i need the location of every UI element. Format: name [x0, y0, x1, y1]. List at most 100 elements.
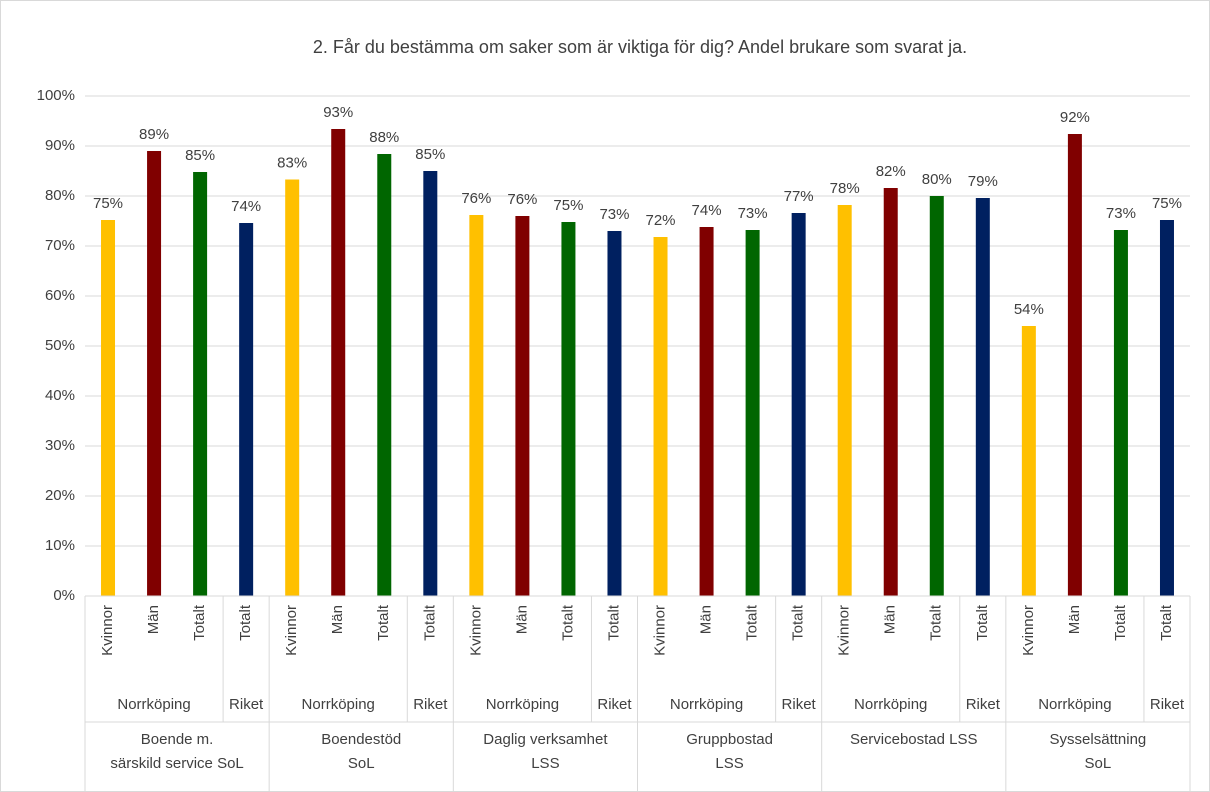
group-label-box: Servicebostad LSS — [849, 731, 978, 748]
y-tick-label: 90% — [45, 137, 75, 154]
bar — [791, 213, 806, 596]
y-tick-label: 10% — [45, 537, 75, 554]
subgroup-label: Riket — [229, 696, 264, 713]
data-label: 75% — [93, 195, 123, 212]
x-tick-label: Män — [882, 605, 899, 634]
group-label: Boende m. särskild service SoL — [110, 731, 244, 772]
data-label: 80% — [922, 171, 952, 188]
x-tick-label: Totalt — [421, 604, 438, 641]
data-label: 78% — [830, 180, 860, 197]
bar — [101, 220, 116, 596]
subgroup-label: Norrköping — [1038, 696, 1111, 713]
subgroup-label: Riket — [966, 696, 1001, 713]
subgroup-label: Riket — [597, 696, 632, 713]
x-tick-label: Kvinnor — [99, 605, 116, 656]
data-label: 72% — [646, 212, 676, 229]
group-label: Sysselsättning SoL — [1049, 731, 1147, 772]
y-tick-label: 40% — [45, 387, 75, 404]
subgroup-label: Norrköping — [302, 696, 375, 713]
x-tick-label: Totalt — [375, 604, 392, 641]
data-label: 77% — [784, 188, 814, 205]
subgroup-label: Norrköping — [486, 696, 559, 713]
bar — [423, 171, 438, 596]
group-label-box: Gruppbostad LSS — [686, 731, 773, 772]
bar — [285, 179, 300, 596]
data-label: 85% — [415, 146, 445, 163]
bar — [147, 151, 162, 596]
bar — [653, 237, 668, 596]
bar — [331, 129, 346, 596]
data-label: 73% — [738, 205, 768, 222]
group-label: Gruppbostad LSS — [686, 731, 773, 772]
x-tick-label: Män — [513, 605, 530, 634]
bar — [377, 154, 392, 596]
y-tick-label: 20% — [45, 487, 75, 504]
x-tick-label: Kvinnor — [1020, 605, 1037, 656]
data-label: 85% — [185, 147, 215, 164]
x-tick-label: Totalt — [744, 604, 761, 641]
x-tick-label: Totalt — [790, 604, 807, 641]
bar — [837, 205, 852, 596]
data-label: 93% — [323, 104, 353, 121]
x-tick-label: Kvinnor — [467, 605, 484, 656]
group-label: Servicebostad LSS — [849, 731, 978, 748]
data-label: 75% — [553, 197, 583, 214]
bar — [1113, 230, 1128, 596]
x-tick-label: Kvinnor — [651, 605, 668, 656]
y-tick-label: 70% — [45, 237, 75, 254]
data-label: 83% — [277, 154, 307, 171]
bar — [975, 198, 990, 596]
x-tick-label: Totalt — [1158, 604, 1175, 641]
x-tick-label: Totalt — [191, 604, 208, 641]
data-label: 79% — [968, 173, 998, 190]
bar — [1159, 220, 1174, 596]
bar — [607, 231, 622, 596]
x-tick-label: Totalt — [559, 604, 576, 641]
y-tick-label: 0% — [53, 587, 75, 604]
x-tick-label: Män — [329, 605, 346, 634]
bar — [469, 215, 484, 596]
data-label: 82% — [876, 163, 906, 180]
bar — [1067, 134, 1082, 596]
x-tick-label: Män — [698, 605, 715, 634]
group-label-box: Daglig verksamhet LSS — [483, 731, 608, 772]
x-tick-label: Totalt — [974, 604, 991, 641]
subgroup-label: Riket — [782, 696, 817, 713]
group-label: Daglig verksamhet LSS — [483, 731, 608, 772]
x-tick-label: Kvinnor — [283, 605, 300, 656]
y-tick-label: 30% — [45, 437, 75, 454]
x-tick-label: Kvinnor — [836, 605, 853, 656]
data-label: 75% — [1152, 195, 1182, 212]
x-tick-label: Totalt — [605, 604, 622, 641]
data-label: 76% — [507, 191, 537, 208]
subgroup-label: Riket — [1150, 696, 1185, 713]
bar — [699, 227, 714, 596]
bar — [515, 216, 530, 596]
bar — [929, 196, 944, 596]
x-tick-label: Totalt — [1112, 604, 1129, 641]
y-tick-label: 60% — [45, 287, 75, 304]
x-tick-label: Män — [145, 605, 162, 634]
chart-title: 2. Får du bestämma om saker som är vikti… — [313, 37, 967, 57]
bar — [883, 188, 898, 596]
subgroup-label: Riket — [413, 696, 448, 713]
y-tick-label: 80% — [45, 187, 75, 204]
subgroup-label: Norrköping — [854, 696, 927, 713]
bar — [561, 222, 576, 596]
data-label: 89% — [139, 126, 169, 143]
bar — [193, 172, 208, 596]
y-tick-label: 100% — [37, 87, 75, 104]
data-label: 74% — [231, 198, 261, 215]
group-label: Boendestöd SoL — [321, 731, 402, 772]
bar — [239, 223, 254, 596]
data-label: 54% — [1014, 301, 1044, 318]
y-tick-label: 50% — [45, 337, 75, 354]
data-label: 88% — [369, 129, 399, 146]
x-tick-label: Totalt — [237, 604, 254, 641]
subgroup-label: Norrköping — [670, 696, 743, 713]
group-label-box: Boende m. särskild service SoL — [110, 731, 244, 772]
x-tick-label: Totalt — [928, 604, 945, 641]
data-label: 74% — [692, 202, 722, 219]
subgroup-label: Norrköping — [117, 696, 190, 713]
